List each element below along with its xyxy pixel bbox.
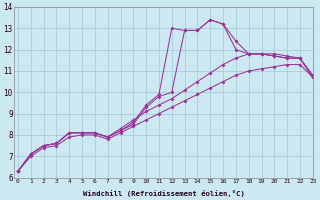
X-axis label: Windchill (Refroidissement éolien,°C): Windchill (Refroidissement éolien,°C) xyxy=(83,190,244,197)
